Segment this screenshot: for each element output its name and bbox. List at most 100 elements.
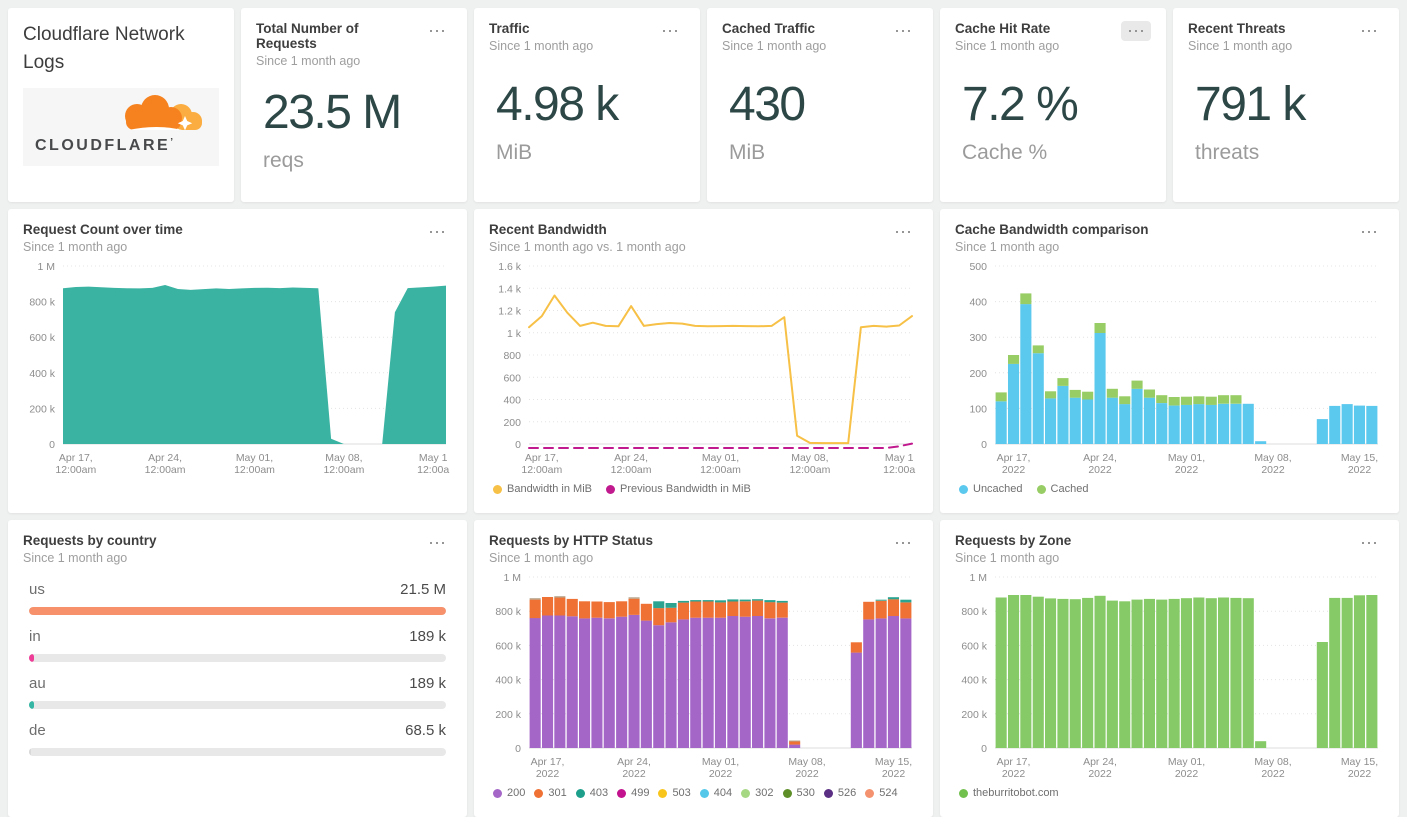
svg-text:Apr 17,12:00am: Apr 17, 12:00am bbox=[55, 452, 96, 476]
svg-text:Apr 24,12:00am: Apr 24, 12:00am bbox=[145, 452, 186, 476]
svg-text:400 k: 400 k bbox=[495, 675, 521, 687]
svg-text:0: 0 bbox=[981, 743, 987, 755]
panel-menu-icon[interactable]: ⋯ bbox=[1121, 21, 1151, 41]
legend-item[interactable]: 524 bbox=[865, 787, 898, 799]
panel-menu-icon[interactable]: ⋯ bbox=[894, 533, 912, 553]
legend-dot-icon bbox=[534, 788, 544, 798]
legend-dot-icon bbox=[493, 484, 502, 494]
stat-unit: reqs bbox=[263, 148, 304, 172]
svg-text:200: 200 bbox=[503, 417, 521, 429]
svg-text:May 08,12:00am: May 08, 12:00am bbox=[323, 452, 364, 476]
zone-chart[interactable]: 1 M 800 k 600 k 400 k 200 k 0 Apr 17, 2022 Apr 2… bbox=[955, 569, 1384, 782]
stat-unit: threats bbox=[1195, 141, 1260, 164]
stat-unit: MiB bbox=[496, 141, 533, 164]
cloudflare-logo: CLOUDFLARE’ bbox=[23, 88, 219, 167]
stat-panel-cached-traffic: Cached Traffic Since 1 month ago ⋯ 430 M… bbox=[707, 8, 933, 202]
legend-item[interactable]: 302 bbox=[741, 787, 774, 799]
svg-text:1.6 k: 1.6 k bbox=[498, 261, 522, 273]
http-status-chart[interactable]: 1 M 800 k 600 k 400 k 200 k 0 Apr 17, 2022 Apr 2… bbox=[489, 569, 918, 782]
stat-value: 4.98 k bbox=[496, 78, 619, 131]
panel-subtitle: Since 1 month ago bbox=[489, 551, 594, 565]
panel-menu-icon[interactable]: ⋯ bbox=[428, 533, 446, 553]
panel-title: Requests by Zone bbox=[955, 533, 1072, 548]
legend-dot-icon bbox=[782, 788, 792, 798]
legend-item[interactable]: 526 bbox=[823, 787, 856, 799]
svg-text:0: 0 bbox=[515, 743, 521, 755]
legend-item[interactable]: Uncached bbox=[959, 483, 1023, 495]
svg-text:1 k: 1 k bbox=[507, 328, 522, 340]
country-bar bbox=[29, 607, 446, 615]
country-code: in bbox=[29, 628, 41, 645]
panel-menu-icon[interactable]: ⋯ bbox=[894, 222, 912, 242]
series-Uncached bbox=[995, 304, 1378, 444]
legend-item[interactable]: Cached bbox=[1036, 483, 1088, 495]
country-list: us 21.5 M in 189 k au 189 k de 68.5 k bbox=[23, 565, 452, 804]
svg-text:500: 500 bbox=[969, 261, 987, 273]
panel-title: Total Number of Requests bbox=[256, 21, 359, 51]
series-theburritobot.com bbox=[995, 595, 1378, 748]
legend-item[interactable]: 200 bbox=[493, 787, 525, 799]
legend-dot-icon bbox=[1036, 484, 1046, 494]
series-403 bbox=[653, 597, 912, 609]
legend-item[interactable]: 403 bbox=[575, 787, 608, 799]
svg-text:Apr 24,2022: Apr 24, 2022 bbox=[617, 756, 651, 780]
series-200 bbox=[529, 615, 912, 748]
panel-title: Cache Hit Rate bbox=[955, 21, 1051, 36]
legend-item[interactable]: 530 bbox=[782, 787, 815, 799]
country-bar bbox=[29, 748, 446, 756]
svg-text:0: 0 bbox=[515, 439, 521, 451]
svg-text:May 15,2022: May 15, 2022 bbox=[1341, 756, 1378, 780]
panel-title: Requests by country bbox=[23, 533, 157, 548]
svg-text:May 15,2022: May 15, 2022 bbox=[1341, 452, 1378, 476]
panel-subtitle: Since 1 month ago bbox=[955, 551, 1060, 565]
country-code: us bbox=[29, 581, 45, 598]
legend-item[interactable]: Previous Bandwidth in MiB bbox=[606, 483, 751, 495]
svg-text:800 k: 800 k bbox=[961, 606, 987, 618]
country-bar bbox=[29, 654, 446, 662]
legend-dot-icon bbox=[741, 788, 751, 798]
country-value: 21.5 M bbox=[400, 581, 446, 598]
panel-menu-icon[interactable]: ⋯ bbox=[428, 21, 446, 41]
svg-text:May 01,2022: May 01, 2022 bbox=[1168, 756, 1205, 780]
panel-subtitle: Since 1 month ago bbox=[23, 240, 128, 254]
legend-dot-icon bbox=[823, 788, 833, 798]
legend-item[interactable]: 301 bbox=[534, 787, 567, 799]
panel-menu-icon[interactable]: ⋯ bbox=[894, 21, 912, 41]
header-panel: Cloudflare Network Logs CLOUDFLARE’ bbox=[8, 8, 234, 202]
svg-text:800 k: 800 k bbox=[495, 606, 521, 618]
panel-menu-icon[interactable]: ⋯ bbox=[1360, 21, 1378, 41]
country-value: 189 k bbox=[409, 628, 446, 645]
legend-item[interactable]: Bandwidth in MiB bbox=[493, 483, 592, 495]
panel-menu-icon[interactable]: ⋯ bbox=[428, 222, 446, 242]
panel-menu-icon[interactable]: ⋯ bbox=[1360, 222, 1378, 242]
svg-text:100: 100 bbox=[969, 403, 987, 415]
legend-item[interactable]: 499 bbox=[617, 787, 649, 799]
panel-subtitle: Since 1 month ago vs. 1 month ago bbox=[489, 240, 686, 254]
panel-menu-icon[interactable]: ⋯ bbox=[661, 21, 679, 41]
svg-text:May 08,12:00am: May 08, 12:00am bbox=[789, 452, 830, 476]
stat-unit: Cache % bbox=[962, 141, 1048, 164]
panel-title: Recent Threats bbox=[1188, 21, 1286, 36]
series-Cached bbox=[995, 293, 1242, 406]
svg-text:Apr 17,2022: Apr 17, 2022 bbox=[531, 756, 565, 780]
legend-item[interactable]: 503 bbox=[658, 787, 691, 799]
legend-item[interactable]: 404 bbox=[699, 787, 732, 799]
svg-text:200 k: 200 k bbox=[29, 403, 55, 415]
panel-subtitle: Since 1 month ago bbox=[955, 39, 1060, 53]
svg-text:0: 0 bbox=[981, 439, 987, 451]
stat-value: 430 bbox=[729, 78, 806, 131]
cloudflare-cloud-icon bbox=[125, 95, 202, 131]
panel-subtitle: Since 1 month ago bbox=[23, 551, 128, 565]
svg-text:400: 400 bbox=[969, 297, 987, 309]
country-row: in 189 k bbox=[29, 628, 446, 662]
series-misc bbox=[529, 596, 801, 742]
legend-item[interactable]: theburritobot.com bbox=[959, 787, 1059, 799]
legend-dot-icon bbox=[699, 788, 709, 798]
panel-menu-icon[interactable]: ⋯ bbox=[1360, 533, 1378, 553]
legend-dot-icon bbox=[575, 788, 585, 798]
cache-bandwidth-chart[interactable]: 500 400 300 200 100 0 Apr 17, 2022 Apr 24, 2022 Ma… bbox=[955, 258, 1384, 478]
svg-text:1.4 k: 1.4 k bbox=[498, 283, 522, 295]
